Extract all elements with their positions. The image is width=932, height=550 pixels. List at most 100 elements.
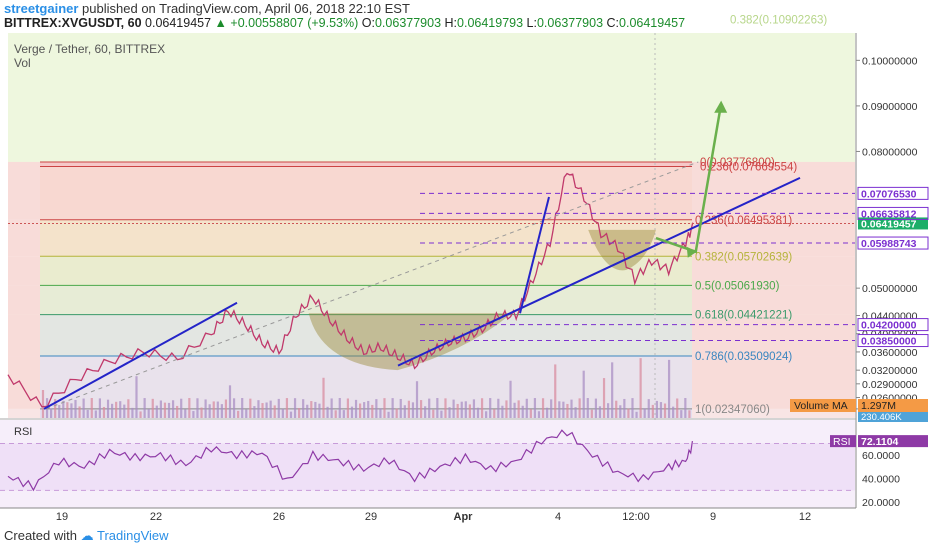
volume-bar: [574, 407, 577, 418]
volume-bar: [245, 409, 248, 418]
rsi-legend[interactable]: RSI: [14, 426, 33, 438]
volume-bar: [74, 399, 77, 418]
volume-bar: [367, 400, 370, 418]
volume-bar: [428, 398, 431, 418]
volume-bar: [106, 399, 110, 418]
volume-bar: [237, 410, 240, 418]
volume-bar: [98, 398, 101, 418]
tradingview-brand[interactable]: TradingView: [97, 528, 169, 543]
marker-tag: 0.04200000: [861, 320, 917, 332]
marker-tag-border: [857, 236, 929, 250]
y-tick-label: 0.03600000: [862, 347, 918, 359]
volume-bar: [570, 399, 573, 418]
change-up-icon: ▲: [214, 16, 227, 30]
volume-bar: [489, 398, 492, 418]
volume-bar: [643, 408, 646, 418]
symbol-line: BITTREX:XVGUSDT, 60 0.06419457 ▲ +0.0055…: [4, 16, 685, 30]
volume-bar: [582, 370, 585, 418]
volume-bar: [216, 401, 219, 418]
volume-bar: [468, 404, 471, 418]
x-tick-label: 12:00: [622, 511, 650, 523]
volume-bar: [529, 409, 532, 418]
volume-bar: [54, 399, 57, 418]
volume-ma-tag-bg: [790, 399, 856, 412]
volume-bar: [432, 409, 435, 418]
trendline-impulse: [519, 196, 550, 314]
open-value: 0.06377903: [374, 16, 442, 30]
volume-ma-value: 1.297M: [861, 400, 896, 412]
volume-bar: [460, 401, 463, 418]
volume-bar: [667, 359, 671, 418]
volume-bar: [472, 399, 476, 418]
volume-bar: [176, 405, 179, 418]
volume-bar: [676, 398, 679, 418]
x-tick-label: 22: [150, 511, 162, 523]
volume-bar: [249, 398, 252, 418]
volume-bar: [452, 399, 455, 418]
rsi-band: [0, 443, 855, 491]
volume-bar: [586, 398, 589, 418]
volume-bar: [180, 398, 183, 418]
publisher-name[interactable]: streetgainer: [4, 1, 79, 16]
fib-label: 0(0.03776800): [700, 157, 775, 169]
volume-bar: [440, 410, 443, 418]
volume-bar: [399, 398, 402, 418]
volume-legend[interactable]: Vol: [14, 56, 31, 70]
marker-tag-border: [857, 334, 929, 348]
x-tick-label: 19: [56, 511, 68, 523]
volume-bar: [220, 404, 223, 418]
marker-tag-border: [857, 206, 929, 220]
volume-bar: [232, 398, 236, 418]
publish-line: streetgainer published on TradingView.co…: [4, 1, 410, 16]
volume-bar: [41, 390, 45, 418]
fib-label: 0.382(0.05702639): [695, 251, 792, 263]
volume-bar: [102, 406, 106, 418]
volume-bar: [639, 358, 642, 418]
volume-bar: [464, 401, 467, 418]
volume-bar: [135, 376, 138, 418]
volume-bar: [371, 404, 374, 418]
volume-bar: [196, 398, 199, 418]
volume-bar: [82, 398, 85, 418]
volume-bar: [143, 398, 146, 418]
volume-bar: [163, 402, 167, 418]
volume-bar: [566, 403, 569, 418]
x-tick-label: 12: [799, 511, 811, 523]
volume-bar: [94, 410, 97, 418]
volume-bar: [265, 402, 268, 418]
volume-bar: [444, 398, 447, 418]
volume-bar: [680, 410, 683, 418]
volume-bar: [171, 400, 175, 418]
close-value: 0.06419457: [619, 16, 686, 30]
volume-bar: [338, 398, 341, 418]
volume-bar: [383, 398, 386, 418]
volume-bar: [651, 404, 654, 418]
volume-bar: [151, 398, 154, 418]
y-tick-label: 0.10000000: [862, 55, 918, 67]
volume-bar: [58, 405, 61, 418]
volume-bar: [342, 410, 345, 418]
volume-bar: [615, 400, 618, 418]
volume-bar: [318, 403, 321, 418]
volume-bar: [546, 407, 549, 418]
volume-bar: [619, 405, 622, 418]
volume-bar: [241, 398, 244, 418]
volume-bar: [513, 402, 516, 418]
volume-bar: [497, 398, 500, 418]
volume-bar: [606, 403, 610, 418]
volume-bar: [424, 406, 427, 418]
last-price: 0.06419457: [145, 16, 212, 30]
main-series-legend[interactable]: Verge / Tether, 60, BITTREX: [14, 42, 166, 56]
rsi-value-tag: 72.1104: [861, 436, 899, 448]
volume-bar: [525, 398, 528, 418]
volume-bar: [436, 398, 439, 418]
volume-bar: [611, 362, 614, 418]
volume-bar: [363, 402, 366, 418]
volume-bar: [635, 411, 638, 418]
published-text: published on TradingView.com, April 06, …: [82, 1, 410, 16]
volume-bar: [306, 404, 309, 418]
cup-pattern: [308, 313, 512, 371]
fib-zone: [40, 256, 692, 286]
volume-bar: [90, 398, 93, 418]
